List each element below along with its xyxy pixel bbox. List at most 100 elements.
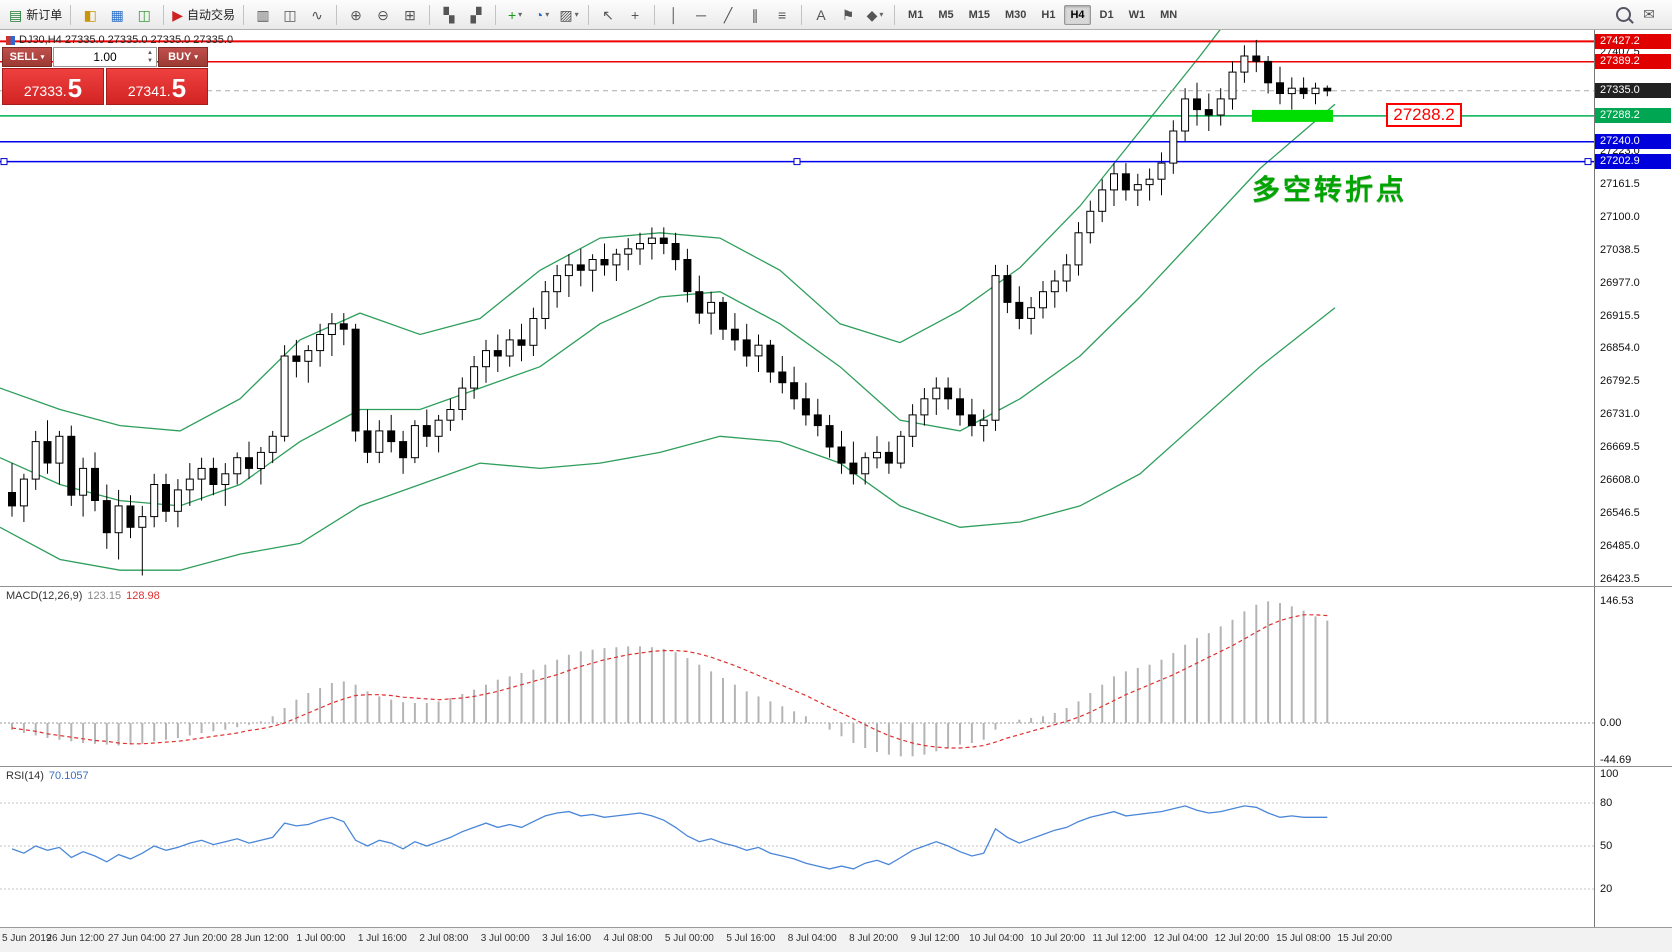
- templates-button[interactable]: ▨ ▾: [556, 4, 582, 26]
- panel-separator[interactable]: [0, 766, 1672, 767]
- channel-icon: ∥: [751, 6, 759, 23]
- sell-button[interactable]: SELL ▾: [2, 47, 52, 67]
- panel-separator[interactable]: [0, 586, 1672, 587]
- macd-signal-value: 128.98: [126, 590, 160, 602]
- symbol-search-icon[interactable]: [1610, 4, 1636, 26]
- shapes-button[interactable]: ◆ ▾: [862, 4, 888, 26]
- zoom-out-icon[interactable]: ⊖: [370, 4, 396, 26]
- timeframe-d1[interactable]: D1: [1099, 8, 1114, 21]
- text-label-icon[interactable]: A: [808, 4, 834, 26]
- new-order-button[interactable]: ▤ 新订单: [7, 4, 64, 26]
- volume-up-icon[interactable]: ▲: [147, 50, 153, 56]
- cursor-icon[interactable]: ↖: [595, 4, 621, 26]
- fibonacci-icon[interactable]: ≡: [769, 4, 795, 26]
- price-tick-label: 26915.5: [1600, 309, 1640, 322]
- indicators-button[interactable]: + ▾: [502, 4, 528, 26]
- time-axis-label: 15 Jul 20:00: [1337, 933, 1393, 944]
- vertical-line-icon[interactable]: │: [661, 4, 687, 26]
- community-icon[interactable]: ✉: [1643, 6, 1655, 22]
- cascade-windows-icon[interactable]: ▚: [436, 4, 462, 26]
- data-window-icon[interactable]: ▦: [104, 4, 130, 26]
- chart-symbol-header: DJ30,H4 27335.0 27335.0 27335.0 27335.0: [6, 34, 233, 46]
- candlestick-chart-icon[interactable]: ◫: [277, 4, 303, 26]
- timeframe-w1[interactable]: W1: [1128, 8, 1146, 21]
- crosshair-icon[interactable]: +: [622, 4, 648, 26]
- timeframe-m15[interactable]: M15: [968, 8, 991, 21]
- arrow-flag-icon[interactable]: ⚑: [835, 4, 861, 26]
- rsi-scale-label: 100: [1600, 768, 1619, 781]
- zoom-in-icon[interactable]: ⊕: [343, 4, 369, 26]
- price-axis: 27407.5 27223.0 27161.5 27100.0 27038.5 26977…: [1594, 30, 1672, 952]
- price-tick-label: 26669.5: [1600, 441, 1640, 454]
- market-watch-icon[interactable]: ◧: [77, 4, 103, 26]
- timeframe-h1[interactable]: H1: [1041, 8, 1056, 21]
- toolbar-right-group: ✉: [1610, 4, 1668, 26]
- line-handle: [1584, 158, 1592, 166]
- toolbar-separator: [495, 4, 497, 25]
- price-marker-27240: 27240.0: [1595, 134, 1671, 150]
- trendline-icon: ╱: [723, 6, 733, 23]
- price-tick-label: 26485.0: [1600, 540, 1640, 553]
- tile-windows-icon: ⊞: [404, 6, 416, 23]
- one-click-trade-panel: SELL ▾ ▲ ▼ BUY ▾ 27333. 5 27341. 5: [2, 47, 208, 105]
- price-marker-27389.2: 27389.2: [1595, 54, 1671, 70]
- price-annotation-label: 27288.2: [1386, 103, 1462, 127]
- macd-scale-label: 146.53: [1600, 594, 1634, 607]
- macd-chart-svg[interactable]: [0, 587, 1594, 766]
- rsi-line: [11, 805, 1328, 870]
- tile-windows-icon[interactable]: ⊞: [397, 4, 423, 26]
- sell-button-label: SELL: [9, 51, 38, 63]
- bar-chart-icon[interactable]: ▥: [250, 4, 276, 26]
- rsi-scale-label: 80: [1600, 797, 1613, 809]
- autotrading-button-label: 自动交易: [187, 8, 236, 22]
- toolbar-separator: [894, 4, 896, 25]
- bid-price-main: 27333.: [23, 83, 67, 99]
- price-marker-27427.2: 27427.2: [1595, 33, 1671, 49]
- toolbar-separator: [801, 4, 803, 25]
- rsi-scale-label: 50: [1600, 839, 1613, 852]
- timeframe-m5[interactable]: M5: [938, 8, 954, 21]
- navigator-icon[interactable]: ◫: [131, 4, 157, 26]
- price-marker-27335: 27335.0: [1595, 83, 1671, 99]
- indicators-icon: +: [507, 6, 517, 23]
- channel-icon[interactable]: ∥: [742, 4, 768, 26]
- main-chart-svg[interactable]: [0, 30, 1594, 586]
- timeframe-m30[interactable]: M30: [1005, 8, 1027, 21]
- volume-input[interactable]: [54, 48, 156, 66]
- chart-symbol-icon: [6, 35, 15, 45]
- time-axis-label: 11 Jul 12:00: [1092, 933, 1147, 944]
- macd-name: MACD(12,26,9): [6, 590, 83, 602]
- toolbar-separator: [163, 4, 165, 25]
- chevron-down-icon: ▾: [574, 10, 579, 19]
- arrange-windows-icon[interactable]: ▞: [463, 4, 489, 26]
- timeframe-mn[interactable]: MN: [1160, 8, 1178, 21]
- cascade-windows-icon: ▚: [443, 6, 455, 23]
- periods-button[interactable]: ◔ ▾: [529, 4, 555, 26]
- timeframe-h4[interactable]: H4: [1064, 4, 1091, 25]
- rsi-chart-svg[interactable]: [0, 767, 1594, 926]
- time-axis-label: 27 Jun 20:00: [169, 933, 228, 944]
- buy-price-button[interactable]: 27341. 5: [106, 68, 208, 105]
- price-tick-label: 27100.0: [1600, 210, 1640, 223]
- rsi-label: RSI(14) 70.1057: [6, 770, 89, 782]
- line-chart-icon[interactable]: ∿: [304, 4, 330, 26]
- candlestick-chart-icon: ◫: [283, 6, 297, 23]
- chart-window: DJ30,H4 27335.0 27335.0 27335.0 27335.0 …: [0, 30, 1672, 952]
- bid-price-pips: 5: [67, 73, 83, 103]
- horizontal-line-icon[interactable]: ─: [688, 4, 714, 26]
- time-axis-label: 12 Jul 20:00: [1214, 933, 1270, 944]
- toolbar-groups: ▤ 新订单 ◧ ▦ ◫ ▶ 自动交易 ▥ ◫ ∿ ⊕ ⊖ ⊞ ▚ ▞ + ▾ ◔ ▾ ▨ ▾ ↖ + │ ─ ╱ ∥ ≡ A ⚑ ◆ ▾ M1 M…: [4, 4, 1187, 26]
- volume-field-wrap: ▲ ▼: [53, 47, 157, 67]
- macd-main-value: 123.15: [87, 590, 122, 602]
- autotrading-button[interactable]: ▶ 自动交易: [170, 4, 237, 26]
- buy-button[interactable]: BUY ▾: [158, 47, 208, 67]
- timeframe-m1[interactable]: M1: [908, 8, 924, 21]
- price-tick-label: 26608.0: [1600, 474, 1640, 487]
- sell-price-button[interactable]: 27333. 5: [2, 68, 104, 105]
- ask-price-main: 27341.: [127, 83, 171, 99]
- rsi-name: RSI(14): [6, 770, 44, 782]
- volume-down-icon[interactable]: ▼: [147, 58, 153, 64]
- time-axis-label: 3 Jul 16:00: [542, 933, 592, 944]
- trendline-icon[interactable]: ╱: [715, 4, 741, 26]
- time-axis-label: 27 Jun 04:00: [107, 933, 166, 944]
